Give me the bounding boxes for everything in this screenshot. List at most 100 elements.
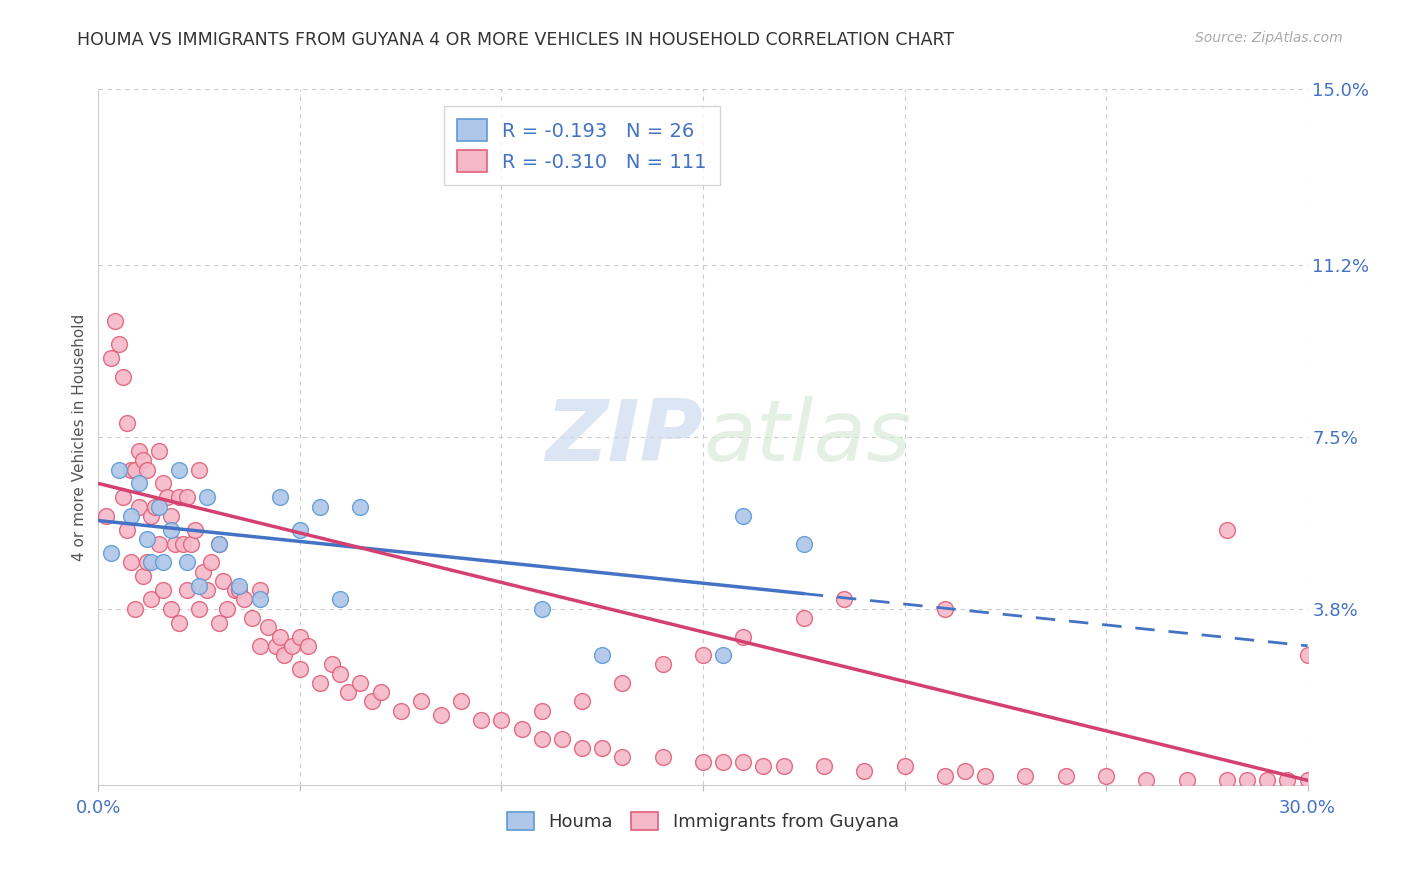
Point <box>193 565 215 579</box>
Point <box>953 764 976 778</box>
Point <box>612 750 634 764</box>
Point <box>551 731 574 746</box>
Point <box>167 615 190 630</box>
Point <box>120 555 142 569</box>
Point <box>288 523 311 537</box>
Point <box>176 583 198 598</box>
Legend: Houma, Immigrants from Guyana: Houma, Immigrants from Guyana <box>501 805 905 838</box>
Point <box>1014 769 1036 783</box>
Point <box>571 694 593 708</box>
Point <box>1216 523 1239 537</box>
Point <box>139 592 162 607</box>
Point <box>832 592 855 607</box>
Point <box>176 491 198 505</box>
Point <box>135 532 157 546</box>
Point <box>974 769 997 783</box>
Point <box>409 694 432 708</box>
Point <box>111 369 134 384</box>
Point <box>772 759 794 773</box>
Point <box>370 685 392 699</box>
Point <box>132 569 155 583</box>
Point <box>288 662 311 676</box>
Point <box>269 491 291 505</box>
Point <box>793 611 815 625</box>
Y-axis label: 4 or more Vehicles in Household: 4 or more Vehicles in Household <box>72 313 87 561</box>
Text: ZIP: ZIP <box>546 395 703 479</box>
Point <box>120 508 142 523</box>
Point <box>208 537 231 551</box>
Point <box>612 676 634 690</box>
Point <box>329 666 352 681</box>
Point <box>273 648 295 662</box>
Point <box>167 462 190 476</box>
Point <box>752 759 775 773</box>
Point <box>135 555 157 569</box>
Point <box>361 694 384 708</box>
Point <box>208 537 231 551</box>
Point <box>1216 773 1239 788</box>
Point <box>156 491 179 505</box>
Point <box>208 615 231 630</box>
Point <box>107 337 129 351</box>
Point <box>249 592 271 607</box>
Point <box>160 508 183 523</box>
Point <box>115 416 138 430</box>
Point <box>934 601 956 615</box>
Point <box>651 750 673 764</box>
Point <box>176 555 198 569</box>
Point <box>1296 648 1319 662</box>
Point <box>107 462 129 476</box>
Point <box>152 555 174 569</box>
Point <box>711 755 734 769</box>
Point <box>124 601 146 615</box>
Point <box>184 523 207 537</box>
Point <box>96 508 118 523</box>
Point <box>591 648 613 662</box>
Point <box>349 500 371 514</box>
Point <box>349 676 371 690</box>
Point <box>120 462 142 476</box>
Point <box>1277 773 1299 788</box>
Point <box>148 537 170 551</box>
Point <box>132 453 155 467</box>
Point <box>135 462 157 476</box>
Point <box>591 740 613 755</box>
Point <box>128 476 150 491</box>
Point <box>470 713 492 727</box>
Point <box>256 620 278 634</box>
Point <box>1135 773 1157 788</box>
Point <box>571 740 593 755</box>
Point <box>160 523 183 537</box>
Point <box>249 583 271 598</box>
Point <box>167 491 190 505</box>
Point <box>733 630 755 644</box>
Point <box>188 462 211 476</box>
Point <box>510 723 533 737</box>
Point <box>128 444 150 458</box>
Point <box>1256 773 1278 788</box>
Point <box>115 523 138 537</box>
Point <box>212 574 235 588</box>
Point <box>128 500 150 514</box>
Point <box>530 704 553 718</box>
Point <box>450 694 472 708</box>
Point <box>232 592 254 607</box>
Point <box>692 648 714 662</box>
Point <box>139 508 162 523</box>
Point <box>111 491 134 505</box>
Point <box>813 759 835 773</box>
Point <box>733 755 755 769</box>
Point <box>228 578 250 592</box>
Point <box>1175 773 1198 788</box>
Point <box>240 611 263 625</box>
Point <box>163 537 186 551</box>
Point <box>651 657 673 672</box>
Point <box>143 500 166 514</box>
Point <box>530 601 553 615</box>
Point <box>152 476 174 491</box>
Point <box>124 462 146 476</box>
Point <box>100 546 122 560</box>
Point <box>530 731 553 746</box>
Point <box>337 685 360 699</box>
Point <box>139 555 162 569</box>
